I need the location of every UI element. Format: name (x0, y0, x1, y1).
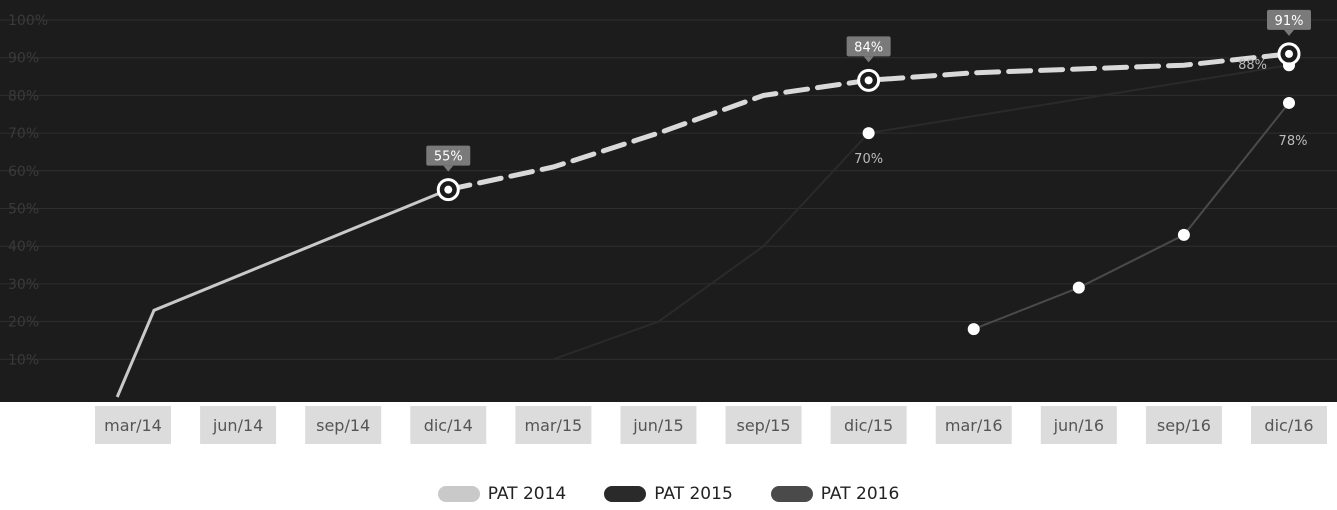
data-point-pat-2014 (864, 76, 873, 85)
data-point-pat-2016 (1177, 228, 1190, 241)
y-tick-label: 60% (8, 164, 39, 180)
x-tick-bg (95, 406, 171, 444)
data-label: 55% (434, 150, 463, 165)
data-label-pointer (863, 56, 874, 63)
x-tick-label: mar/15 (525, 416, 583, 435)
y-tick-label: 40% (8, 239, 39, 255)
data-label: 88% (1238, 58, 1267, 73)
x-tick-bg (830, 406, 907, 444)
line-chart: 10% 20% 30% 40% 50% 60% 70% 80% 90% 100% mar/14 ju… (0, 0, 1337, 444)
series-line-pat-2015 (553, 64, 1290, 361)
data-point-pat-2016 (967, 323, 980, 336)
y-tick-label: 10% (8, 352, 39, 368)
x-tick-bg (620, 406, 697, 444)
y-tick-label: 70% (8, 126, 39, 142)
x-tick-label: jun/16 (1053, 416, 1104, 435)
data-label-pointer (1284, 29, 1294, 36)
x-tick-bg (1040, 406, 1117, 444)
plot-background (0, 0, 1337, 402)
data-label-pointer (443, 165, 454, 172)
data-label-box (1267, 9, 1311, 30)
x-tick-label: sep/14 (316, 416, 370, 435)
x-tick-bg (1145, 406, 1222, 444)
data-point-pat-2016 (1072, 281, 1085, 294)
x-tick-label: dic/14 (424, 416, 473, 435)
series-line-pat-2016 (973, 102, 1290, 331)
data-label: 70% (854, 152, 883, 167)
legend-swatch-pat-2015 (604, 486, 647, 502)
x-tick-bg (1251, 406, 1327, 444)
x-tick-bg (515, 406, 592, 444)
y-tick-label: 30% (8, 277, 39, 293)
data-label: 91% (1275, 14, 1304, 29)
data-point-pat-2014 (444, 185, 453, 194)
data-label: 84% (854, 40, 883, 55)
y-tick-label: 50% (8, 202, 39, 218)
series-line-pat-2014 (115, 188, 449, 398)
data-point-pat-2014 (1285, 49, 1293, 58)
data-point-pat-2015 (862, 127, 875, 140)
chart-legend: PAT 2014 PAT 2015 PAT 2016 (0, 484, 1337, 504)
x-tick-label: dic/16 (1264, 416, 1313, 435)
data-point-pat-2016 (1283, 96, 1295, 109)
x-tick-label: mar/16 (945, 416, 1003, 435)
x-tick-label: sep/16 (1157, 416, 1211, 435)
y-tick-label: 100% (8, 13, 48, 29)
y-tick-label: 90% (8, 51, 39, 67)
legend-label-pat-2016: PAT 2016 (820, 484, 900, 504)
y-tick-label: 80% (8, 88, 39, 104)
x-tick-bg (410, 406, 487, 444)
x-tick-label: sep/15 (736, 416, 790, 435)
x-tick-bg (935, 406, 1012, 444)
legend-item-pat-2015[interactable]: PAT 2015 (604, 484, 733, 504)
x-tick-bg (725, 406, 802, 444)
legend-label-pat-2015: PAT 2015 (654, 484, 733, 504)
x-tick-label: jun/14 (212, 416, 263, 435)
y-tick-label: 20% (8, 315, 39, 331)
x-tick-label: dic/15 (844, 416, 893, 435)
legend-item-pat-2016[interactable]: PAT 2016 (770, 484, 900, 504)
x-tick-label: mar/14 (104, 416, 162, 435)
data-label-box (426, 145, 471, 166)
x-tick-label: jun/15 (632, 416, 683, 435)
x-tick-bg (305, 406, 382, 444)
legend-label-pat-2014: PAT 2014 (487, 484, 567, 504)
data-label: 78% (1279, 134, 1308, 149)
legend-swatch-pat-2014 (437, 486, 480, 502)
data-label-box (846, 36, 891, 57)
legend-item-pat-2014[interactable]: PAT 2014 (437, 484, 567, 504)
x-tick-bg (200, 406, 277, 444)
legend-swatch-pat-2016 (770, 486, 813, 502)
